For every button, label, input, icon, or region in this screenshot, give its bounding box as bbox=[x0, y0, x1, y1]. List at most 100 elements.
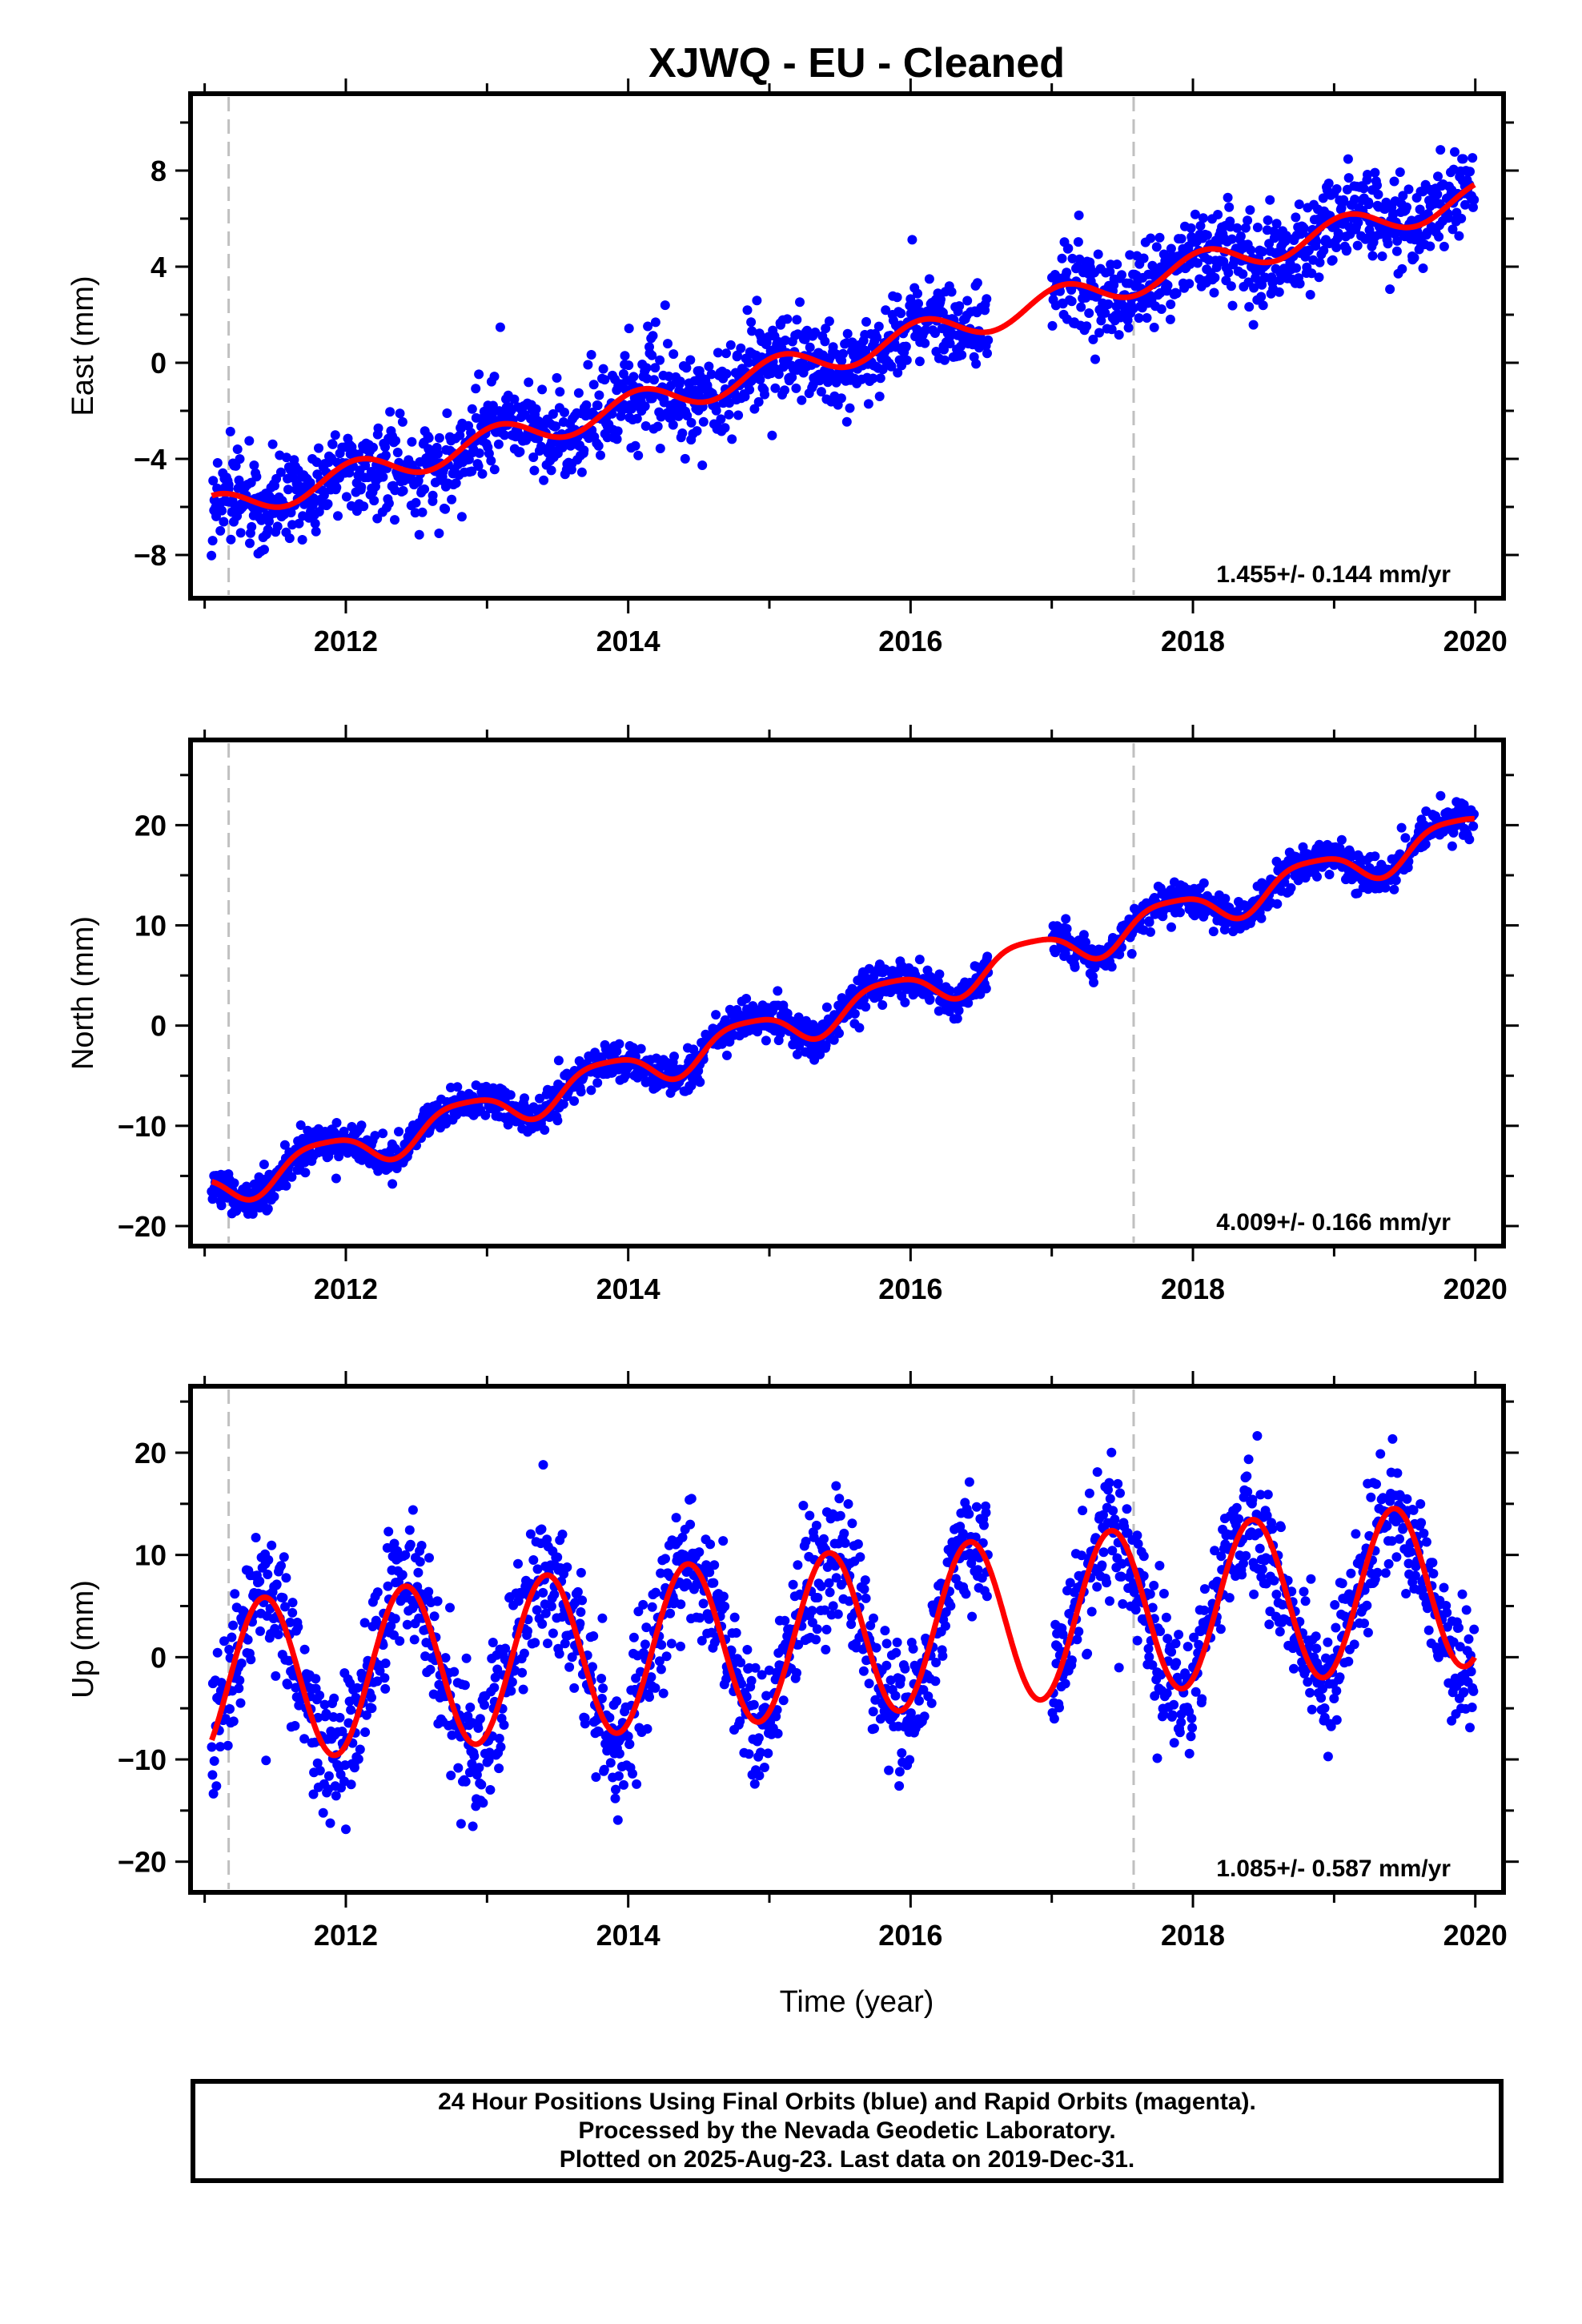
data-point bbox=[331, 1791, 341, 1801]
data-point bbox=[664, 372, 674, 381]
data-point bbox=[1223, 267, 1234, 278]
data-point bbox=[416, 1541, 427, 1550]
data-point bbox=[1352, 240, 1363, 251]
x-tick-label: 2020 bbox=[1443, 1273, 1508, 1305]
x-tick-label: 2012 bbox=[314, 625, 378, 657]
data-point bbox=[579, 445, 589, 456]
data-point bbox=[247, 521, 257, 532]
data-point bbox=[658, 1688, 669, 1699]
data-point bbox=[311, 1674, 321, 1684]
data-point bbox=[1049, 1714, 1059, 1724]
data-point bbox=[868, 1707, 878, 1717]
data-point bbox=[890, 1691, 901, 1701]
data-point bbox=[892, 292, 902, 303]
data-point bbox=[372, 1676, 383, 1687]
data-point bbox=[788, 1579, 798, 1590]
data-point bbox=[954, 301, 965, 312]
data-point bbox=[598, 1683, 608, 1694]
data-point bbox=[599, 1764, 609, 1775]
data-point bbox=[612, 1815, 623, 1825]
data-point bbox=[460, 1776, 471, 1787]
data-point bbox=[281, 1180, 291, 1191]
data-point bbox=[914, 1695, 924, 1706]
data-point bbox=[380, 450, 391, 460]
data-point bbox=[390, 1614, 400, 1624]
data-point bbox=[982, 348, 992, 359]
data-point bbox=[819, 1534, 829, 1544]
data-point bbox=[759, 1763, 769, 1772]
data-point bbox=[580, 1719, 590, 1729]
data-point bbox=[686, 1494, 697, 1504]
data-point bbox=[480, 1110, 491, 1120]
data-point bbox=[1271, 219, 1282, 229]
data-point bbox=[283, 485, 293, 495]
data-point bbox=[378, 472, 388, 482]
data-point bbox=[1359, 183, 1369, 194]
data-point bbox=[872, 332, 882, 343]
data-point bbox=[468, 1821, 478, 1831]
data-point bbox=[331, 482, 342, 493]
data-point bbox=[490, 1672, 500, 1683]
data-point bbox=[1142, 313, 1152, 323]
data-point bbox=[492, 1664, 503, 1675]
data-point bbox=[640, 1639, 650, 1650]
data-point bbox=[305, 477, 315, 488]
data-point bbox=[933, 976, 943, 987]
data-point bbox=[753, 396, 764, 407]
data-point bbox=[821, 1002, 832, 1012]
data-point bbox=[1324, 870, 1335, 879]
data-point bbox=[939, 355, 950, 365]
data-point bbox=[981, 983, 991, 994]
data-point bbox=[1456, 213, 1467, 223]
data-point bbox=[744, 1749, 754, 1759]
y-axis-label: North (mm) bbox=[66, 916, 100, 1070]
data-point bbox=[236, 1659, 247, 1668]
data-point bbox=[760, 389, 769, 400]
data-point bbox=[356, 1120, 367, 1131]
data-point bbox=[411, 497, 421, 508]
data-point bbox=[537, 1618, 548, 1629]
data-point bbox=[440, 504, 451, 514]
data-point bbox=[931, 1658, 942, 1667]
data-point bbox=[573, 388, 584, 398]
data-point bbox=[495, 322, 505, 332]
data-point bbox=[668, 420, 678, 430]
data-point bbox=[434, 432, 444, 443]
data-point bbox=[900, 1663, 910, 1674]
data-point bbox=[1245, 205, 1255, 215]
data-point bbox=[780, 385, 789, 396]
data-point bbox=[833, 1609, 843, 1619]
data-point bbox=[724, 409, 734, 420]
data-point bbox=[754, 1771, 765, 1781]
data-point bbox=[632, 413, 642, 424]
data-point bbox=[223, 480, 234, 490]
data-point bbox=[548, 1628, 558, 1638]
data-point bbox=[747, 326, 757, 336]
data-point bbox=[1066, 1655, 1077, 1666]
data-point bbox=[380, 442, 390, 452]
data-point bbox=[1469, 195, 1480, 205]
data-point bbox=[843, 1499, 853, 1509]
data-point bbox=[434, 529, 444, 538]
data-point bbox=[620, 351, 630, 361]
data-point bbox=[267, 1540, 277, 1550]
data-point bbox=[1256, 913, 1267, 923]
data-point bbox=[1077, 1550, 1086, 1561]
data-point bbox=[930, 328, 940, 338]
data-point bbox=[839, 1528, 849, 1538]
data-point bbox=[709, 1560, 720, 1570]
data-point bbox=[1363, 199, 1374, 210]
data-point bbox=[569, 1683, 580, 1693]
y-tick-label: 4 bbox=[151, 251, 167, 283]
data-point bbox=[946, 287, 957, 297]
data-point bbox=[746, 317, 757, 328]
data-point bbox=[742, 305, 753, 316]
data-point bbox=[486, 456, 496, 466]
data-point bbox=[612, 1696, 622, 1707]
data-point bbox=[375, 1666, 385, 1676]
plot-frame bbox=[188, 91, 1506, 601]
data-point bbox=[325, 1818, 335, 1828]
data-point bbox=[536, 1524, 547, 1534]
data-point bbox=[394, 1127, 404, 1137]
data-point bbox=[285, 1617, 295, 1627]
